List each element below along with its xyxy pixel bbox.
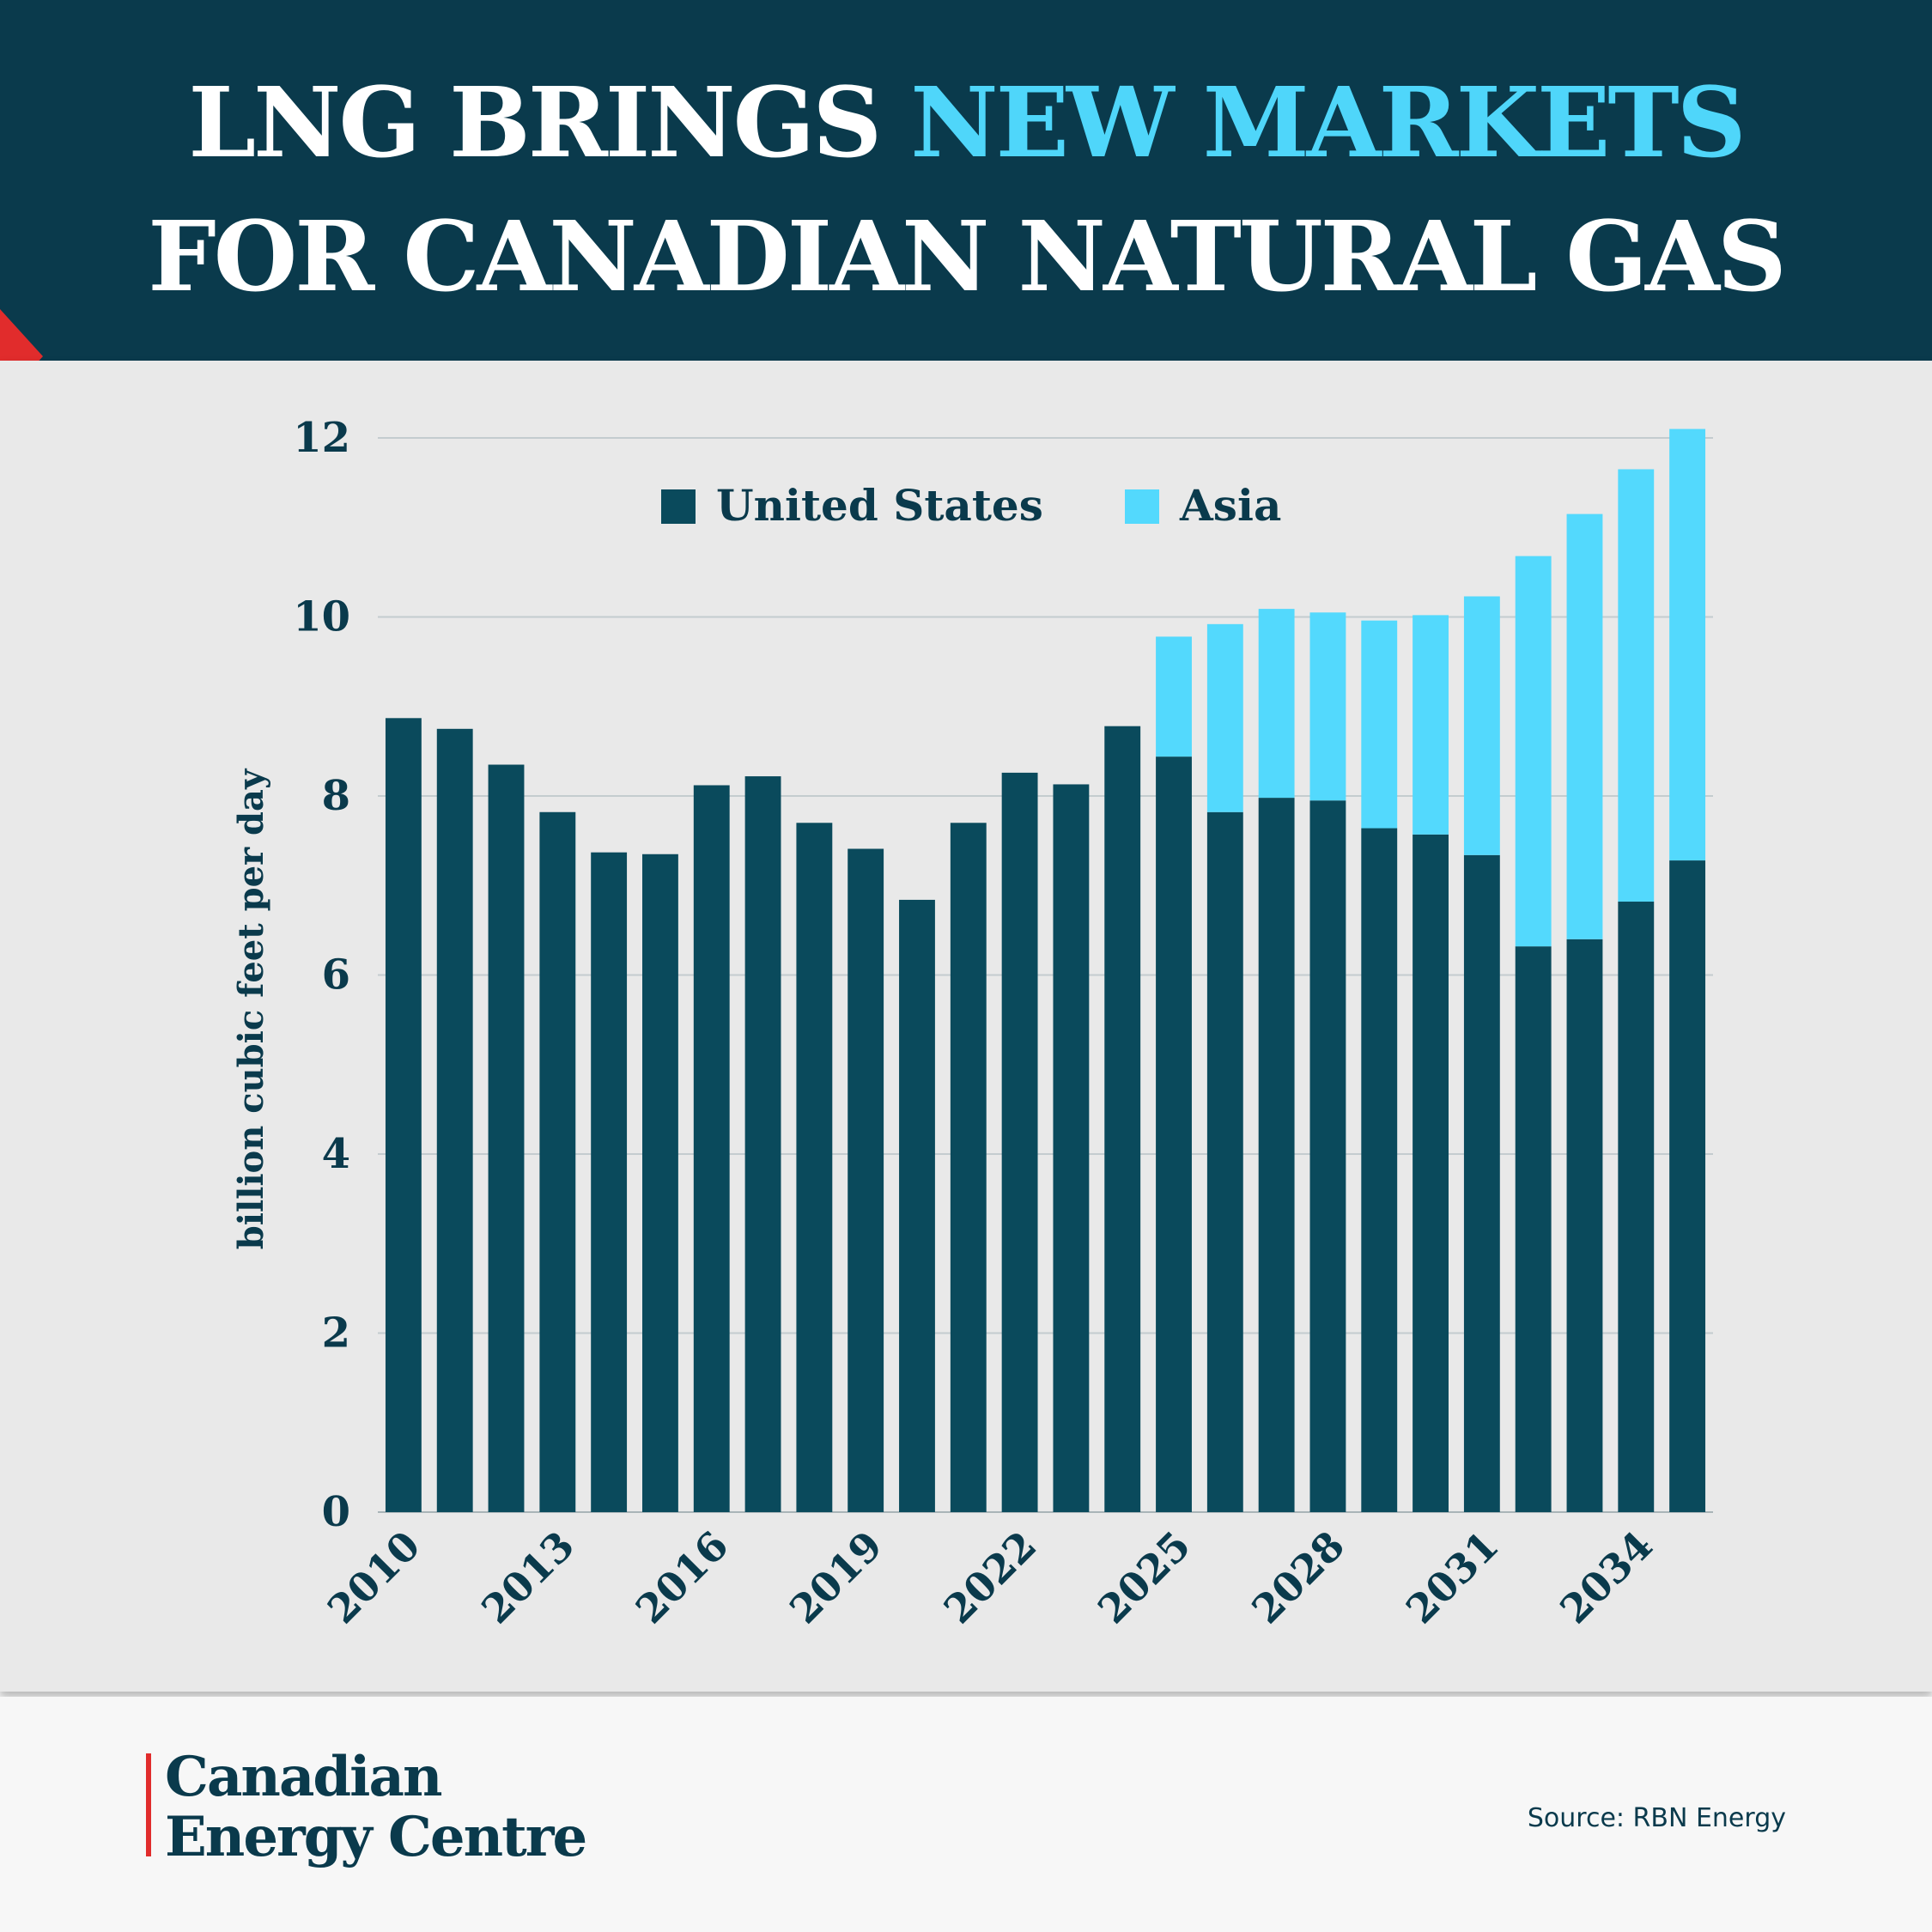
- legend-label-united-states: United States: [716, 480, 1043, 531]
- bar-united-states-2020: [899, 899, 935, 1512]
- bar-united-states-2028: [1309, 800, 1346, 1512]
- x-tick-label: 2025: [1089, 1522, 1200, 1633]
- bar-united-states-2017: [744, 776, 781, 1512]
- bar-united-states-2023: [1053, 784, 1090, 1512]
- bar-asia-2025: [1156, 636, 1192, 757]
- bar-asia-2027: [1258, 609, 1295, 799]
- y-tick-label: 10: [293, 593, 350, 641]
- x-tick-label: 2022: [935, 1522, 1046, 1633]
- legend-swatch-asia: [1125, 489, 1159, 524]
- y-axis-title: billion cubic feet per day: [231, 768, 271, 1249]
- bar-united-states-2032: [1515, 946, 1552, 1512]
- bar-united-states-2030: [1413, 834, 1449, 1512]
- title-line-1: LNG BRINGS NEW MARKETS: [0, 76, 1932, 172]
- header-banner: LNG BRINGS NEW MARKETS FOR CANADIAN NATU…: [0, 0, 1932, 361]
- title-part-1: LNG BRINGS: [188, 67, 911, 179]
- legend-label-asia: Asia: [1179, 480, 1281, 531]
- x-tick-label: 2019: [781, 1522, 891, 1633]
- bar-united-states-2018: [796, 823, 833, 1512]
- bar-united-states-2022: [1001, 772, 1038, 1512]
- x-tick-label: 2010: [319, 1522, 429, 1633]
- bar-asia-2030: [1413, 615, 1449, 835]
- bar-united-states-2035: [1669, 860, 1706, 1512]
- bar-asia-2033: [1566, 513, 1603, 939]
- logo-line-2: Energy Centre: [165, 1805, 587, 1869]
- x-tick-label: 2031: [1397, 1522, 1508, 1633]
- x-tick-label: 2016: [627, 1522, 738, 1633]
- y-tick-label: 0: [322, 1488, 350, 1536]
- bar-united-states-2024: [1104, 726, 1141, 1512]
- bar-united-states-2033: [1566, 939, 1603, 1512]
- bar-united-states-2015: [642, 854, 678, 1512]
- title-highlight: NEW MARKETS: [910, 67, 1746, 179]
- bar-asia-2034: [1618, 469, 1655, 902]
- logo-line-1: Canadian: [165, 1745, 442, 1809]
- x-tick-label: 2013: [472, 1522, 583, 1633]
- bar-united-states-2034: [1618, 902, 1655, 1512]
- bar-united-states-2012: [488, 764, 525, 1512]
- bar-united-states-2016: [693, 785, 730, 1512]
- legend-swatch-united-states: [661, 489, 696, 524]
- source-credit: Source: RBN Energy: [1527, 1803, 1786, 1833]
- y-tick-label: 2: [322, 1309, 350, 1358]
- bar-united-states-2025: [1156, 756, 1192, 1512]
- x-tick-label: 2028: [1243, 1522, 1354, 1633]
- y-tick-label: 4: [322, 1130, 350, 1178]
- y-tick-label: 8: [322, 772, 350, 820]
- bar-united-states-2026: [1206, 811, 1243, 1512]
- y-tick-label: 6: [322, 951, 350, 999]
- bar-united-states-2010: [385, 718, 422, 1512]
- bar-united-states-2011: [436, 728, 473, 1512]
- title-line-2: FOR CANADIAN NATURAL GAS: [148, 201, 1787, 313]
- bar-asia-2031: [1463, 596, 1500, 855]
- bar-united-states-2013: [539, 811, 576, 1512]
- stacked-bar-chart: 0 2 4 6 8 10 12 billion cubic feet per day 2010 2…: [231, 414, 1713, 1633]
- bar-asia-2035: [1669, 428, 1706, 861]
- bar-united-states-2021: [950, 823, 987, 1512]
- bar-asia-2026: [1206, 623, 1243, 812]
- bar-united-states-2031: [1463, 854, 1500, 1512]
- logo-red-bar: [146, 1753, 151, 1856]
- footer: [0, 1697, 1932, 1932]
- x-tick-label: 2034: [1551, 1522, 1662, 1633]
- bar-asia-2028: [1309, 612, 1346, 801]
- bar-united-states-2014: [591, 852, 628, 1512]
- bar-asia-2029: [1361, 620, 1398, 829]
- bar-united-states-2029: [1361, 828, 1398, 1512]
- bar-united-states-2019: [848, 848, 884, 1512]
- chart-panel: 0 2 4 6 8 10 12 billion cubic feet per day 2010 2…: [0, 361, 1932, 1692]
- bar-asia-2032: [1515, 556, 1552, 947]
- bar-united-states-2027: [1258, 798, 1295, 1512]
- y-tick-label: 12: [293, 414, 350, 462]
